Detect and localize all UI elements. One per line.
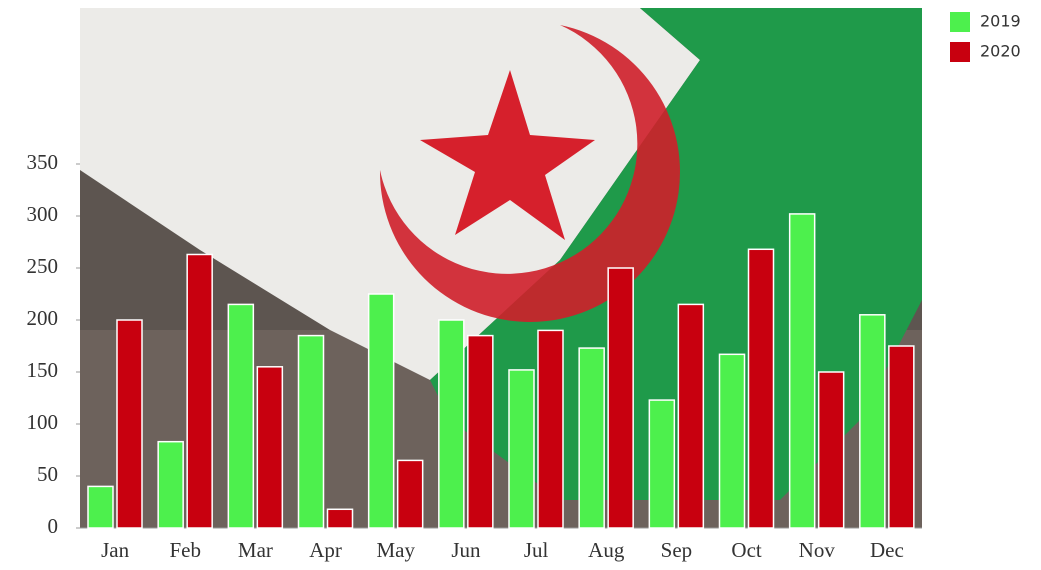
y-tick-label: 50 — [37, 462, 58, 486]
bar — [468, 336, 493, 528]
x-tick-label: Jan — [101, 538, 129, 562]
y-tick-label: 300 — [27, 202, 59, 226]
bar — [117, 320, 142, 528]
x-tick-label: May — [377, 538, 416, 562]
chart: 0 50 100 150 200 250 300 350 Jan Feb Mar Apr May Jun J… — [0, 0, 1041, 570]
bar — [509, 370, 534, 528]
x-tick-label: Dec — [870, 538, 904, 562]
x-tick-label: Apr — [309, 538, 342, 562]
bar — [88, 486, 113, 528]
x-tick-label: Feb — [170, 538, 202, 562]
legend-label: 2019 — [980, 12, 1021, 31]
y-tick-label: 150 — [27, 358, 59, 382]
bar — [678, 304, 703, 528]
bar — [608, 268, 633, 528]
legend-label: 2020 — [980, 42, 1021, 61]
y-tick-label: 100 — [27, 410, 59, 434]
y-tick-label: 250 — [27, 254, 59, 278]
bar — [369, 294, 394, 528]
x-tick-label: Sep — [661, 538, 693, 562]
y-tick-label: 350 — [27, 150, 59, 174]
bar — [749, 249, 774, 528]
bar — [720, 354, 745, 528]
x-tick-label: Oct — [731, 538, 761, 562]
bar — [538, 330, 563, 528]
bar — [328, 509, 353, 528]
bar — [257, 367, 282, 528]
bar — [819, 372, 844, 528]
bar — [860, 315, 885, 528]
bar — [228, 304, 253, 528]
bar — [790, 214, 815, 528]
bar — [439, 320, 464, 528]
legend-swatch — [950, 12, 970, 32]
bar — [579, 348, 604, 528]
bar — [398, 460, 423, 528]
bar — [299, 336, 324, 528]
bar — [649, 400, 674, 528]
bar — [158, 442, 183, 528]
legend-swatch — [950, 42, 970, 62]
y-tick-label: 200 — [27, 306, 59, 330]
bar — [187, 254, 212, 528]
x-tick-label: Aug — [588, 538, 625, 562]
bar — [889, 346, 914, 528]
x-tick-label: Jul — [524, 538, 549, 562]
x-tick-label: Mar — [238, 538, 273, 562]
x-tick-label: Jun — [451, 538, 481, 562]
y-tick-label: 0 — [48, 514, 59, 538]
x-tick-label: Nov — [799, 538, 836, 562]
